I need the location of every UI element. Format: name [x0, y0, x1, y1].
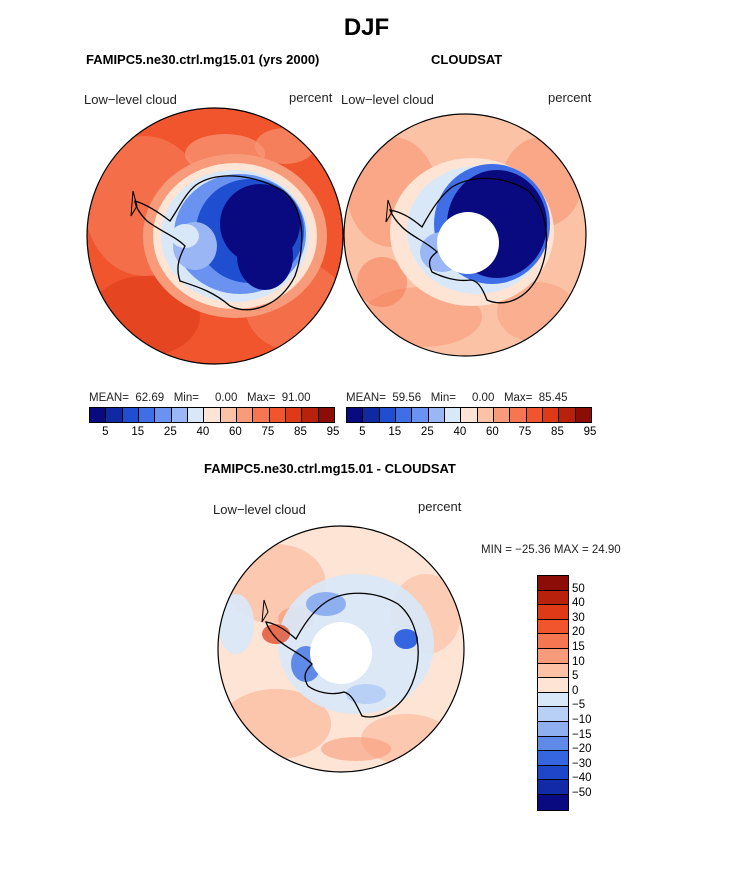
colorbar-swatch — [538, 634, 568, 649]
panel3-title: FAMIPC5.ne30.ctrl.mg15.01 - CLOUDSAT — [204, 461, 456, 476]
colorbar-tick-label: 60 — [485, 426, 499, 438]
colorbar-swatch — [493, 408, 511, 422]
panel3-units-label: percent — [418, 499, 462, 514]
colorbar-tick-label: −10 — [572, 714, 592, 726]
colorbar-swatch — [171, 408, 188, 422]
colorbar-tick-label: 5 — [102, 426, 109, 438]
colorbar-swatch — [90, 408, 107, 422]
colorbar-swatch — [428, 408, 445, 422]
colorbar-swatch — [444, 408, 462, 422]
colorbar-swatch — [538, 736, 568, 752]
colorbar-tick-label: 95 — [326, 426, 340, 438]
panel3-minmax: MIN = −25.36 MAX = 24.90 — [481, 544, 621, 556]
colorbar-swatch — [269, 408, 286, 422]
colorbar-swatch — [510, 408, 527, 422]
colorbar-tick-label: 30 — [572, 611, 585, 624]
panel2-title: CLOUDSAT — [431, 52, 503, 67]
panel2-units-label: percent — [548, 90, 592, 105]
panel1-colorbar — [89, 407, 335, 423]
colorbar-tick-label: −15 — [572, 728, 592, 741]
colorbar-swatch — [395, 408, 413, 422]
panel1-title: FAMIPC5.ne30.ctrl.mg15.01 (yrs 2000) — [86, 52, 320, 67]
colorbar-swatch — [220, 408, 237, 422]
colorbar-tick-label: 15 — [388, 426, 402, 438]
colorbar-tick-label: 0 — [572, 684, 579, 697]
colorbar-tick-label: 75 — [518, 426, 532, 438]
colorbar-swatch — [347, 408, 364, 422]
colorbar-swatch — [538, 692, 568, 708]
colorbar-swatch — [538, 751, 568, 766]
colorbar-swatch — [285, 408, 303, 422]
colorbar-swatch — [538, 576, 568, 591]
colorbar-tick-label: 85 — [551, 426, 564, 438]
colorbar-tick-label: 85 — [294, 426, 307, 438]
colorbar-tick-label: −40 — [572, 772, 592, 785]
figure-title: DJF — [343, 14, 390, 41]
colorbar-tick-label: 95 — [583, 426, 597, 438]
panel1-units-label: percent — [289, 90, 333, 105]
colorbar-tick-label: 60 — [228, 426, 242, 438]
colorbar-swatch — [204, 408, 221, 422]
colorbar-tick-label: 25 — [420, 426, 434, 438]
colorbar-tick-label: 40 — [453, 426, 467, 438]
panel3-polar-map — [217, 525, 465, 773]
colorbar-tick-label: 25 — [163, 426, 177, 438]
colorbar-swatch — [538, 590, 568, 606]
colorbar-swatch — [538, 605, 568, 620]
colorbar-tick-label: 5 — [572, 670, 579, 683]
colorbar-swatch — [187, 408, 205, 422]
colorbar-tick-label: −20 — [572, 743, 592, 756]
colorbar-swatch — [106, 408, 123, 422]
colorbar-tick-label: −50 — [572, 787, 592, 799]
colorbar-swatch — [538, 794, 568, 810]
colorbar-swatch — [461, 408, 478, 422]
colorbar-swatch — [236, 408, 254, 422]
panel2-variable-label: Low−level cloud — [341, 92, 434, 107]
colorbar-tick-label: −30 — [572, 757, 592, 770]
colorbar-swatch — [379, 408, 396, 422]
panel3-colorbar — [537, 575, 569, 811]
colorbar-swatch — [538, 678, 568, 693]
colorbar-swatch — [155, 408, 172, 422]
colorbar-swatch — [538, 721, 568, 737]
colorbar-swatch — [122, 408, 139, 422]
colorbar-swatch — [412, 408, 429, 422]
colorbar-swatch — [138, 408, 156, 422]
colorbar-swatch — [542, 408, 560, 422]
panel2-stats: MEAN= 59.56 Min= 0.00 Max= 85.45 — [346, 392, 568, 404]
colorbar-tick-label: 75 — [261, 426, 275, 438]
colorbar-tick-label: −5 — [572, 699, 586, 712]
colorbar-swatch — [526, 408, 543, 422]
colorbar-swatch — [363, 408, 380, 422]
colorbar-swatch — [538, 707, 568, 722]
colorbar-swatch — [575, 408, 591, 422]
panel3-variable-label: Low−level cloud — [213, 502, 306, 517]
colorbar-swatch — [538, 619, 568, 635]
colorbar-swatch — [318, 408, 334, 422]
colorbar-tick-label: 10 — [572, 655, 585, 668]
colorbar-tick-label: 40 — [196, 426, 210, 438]
colorbar-tick-label: 5 — [359, 426, 366, 438]
colorbar-tick-label: 20 — [572, 626, 585, 639]
colorbar-swatch — [538, 765, 568, 781]
panel1-polar-map — [86, 107, 344, 365]
panel2-polar-map — [343, 113, 587, 357]
panel1-stats: MEAN= 62.69 Min= 0.00 Max= 91.00 — [89, 392, 311, 404]
colorbar-swatch — [253, 408, 270, 422]
colorbar-tick-label: 15 — [131, 426, 145, 438]
colorbar-tick-label: 40 — [572, 597, 585, 610]
colorbar-swatch — [302, 408, 319, 422]
colorbar-swatch — [538, 780, 568, 795]
panel2-colorbar-ticks: 5 15 25 40 60 75 85 95 — [346, 426, 596, 440]
colorbar-swatch — [477, 408, 494, 422]
colorbar-tick-label: 15 — [572, 641, 585, 653]
colorbar-swatch — [538, 648, 568, 664]
panel1-variable-label: Low−level cloud — [84, 92, 177, 107]
colorbar-swatch — [538, 663, 568, 679]
colorbar-swatch — [559, 408, 576, 422]
panel1-colorbar-ticks: 5 15 25 40 60 75 85 95 — [89, 426, 339, 440]
colorbar-tick-label: 50 — [572, 582, 585, 595]
panel2-colorbar — [346, 407, 592, 423]
